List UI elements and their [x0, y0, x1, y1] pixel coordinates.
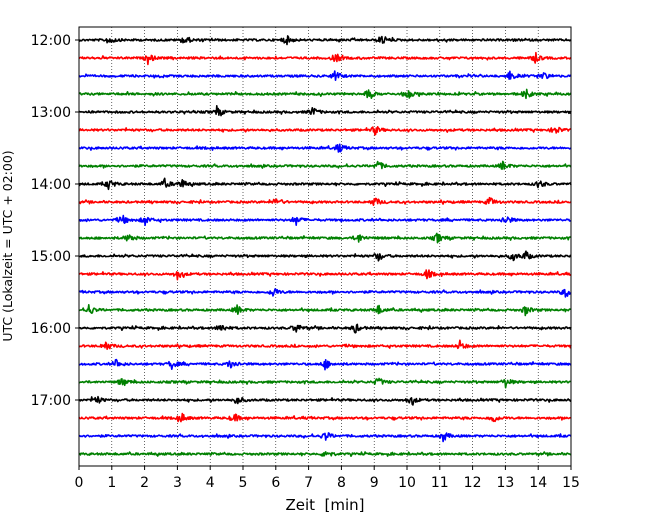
x-tick-label: 5: [239, 475, 248, 491]
x-tick-label: 8: [337, 475, 346, 491]
y-tick-label: 17:00: [31, 393, 71, 409]
x-tick-label: 10: [398, 475, 416, 491]
x-tick-label: 1: [107, 475, 116, 491]
trace-1700: [78, 395, 572, 406]
trace-1430: [78, 214, 572, 227]
x-tick-label: 14: [529, 475, 547, 491]
trace-1230: [78, 70, 572, 81]
y-tick-label: 13:00: [31, 105, 71, 121]
x-tick-label: 11: [431, 475, 449, 491]
x-tick-label: 0: [75, 475, 84, 491]
trace-1500: [78, 250, 572, 262]
x-tick-label: 3: [173, 475, 182, 491]
x-axis-ticks: 0 1 2 3 4 5 6 7 8 9 10 11 12 13 14 15: [75, 466, 580, 491]
trace-1415: [78, 196, 572, 206]
x-axis-label: Zeit [min]: [285, 496, 364, 514]
y-tick-label: 12:00: [31, 33, 71, 49]
y-axis-label: UTC (Lokalzeit = UTC + 02:00): [0, 150, 15, 341]
x-tick-label: 12: [464, 475, 482, 491]
trace-1445: [78, 232, 572, 244]
x-tick-label: 15: [562, 475, 580, 491]
trace-1645: [78, 377, 572, 389]
trace-1300: [78, 105, 572, 117]
trace-1200: [78, 35, 572, 46]
trace-1345: [78, 160, 572, 170]
x-tick-label: 7: [304, 475, 313, 491]
x-tick-label: 2: [140, 475, 149, 491]
y-tick-label: 14:00: [31, 177, 71, 193]
trace-1730: [78, 432, 572, 443]
trace-1745: [78, 451, 572, 458]
trace-1400: [78, 177, 572, 191]
x-tick-label: 4: [206, 475, 215, 491]
x-tick-label: 13: [496, 475, 514, 491]
y-tick-label: 16:00: [31, 321, 71, 337]
trace-1615: [78, 339, 572, 351]
trace-1530: [78, 288, 572, 298]
trace-1245: [78, 88, 572, 100]
x-tick-label: 9: [370, 475, 379, 491]
trace-1715: [78, 412, 572, 423]
trace-1315: [78, 126, 572, 136]
trace-1630: [78, 358, 572, 371]
trace-group: [78, 35, 572, 458]
trace-1215: [78, 51, 572, 66]
trace-1545: [78, 303, 572, 317]
vertical-gridlines: [111, 27, 539, 466]
trace-1600: [78, 323, 572, 334]
trace-1515: [78, 269, 572, 281]
x-tick-label: 6: [271, 475, 280, 491]
plot-frame: [78, 26, 572, 467]
y-tick-label: 15:00: [31, 249, 71, 265]
trace-1330: [78, 143, 572, 153]
y-axis-ticks: 12:00 13:00 14:00 15:00 16:00 17:00: [31, 33, 79, 409]
